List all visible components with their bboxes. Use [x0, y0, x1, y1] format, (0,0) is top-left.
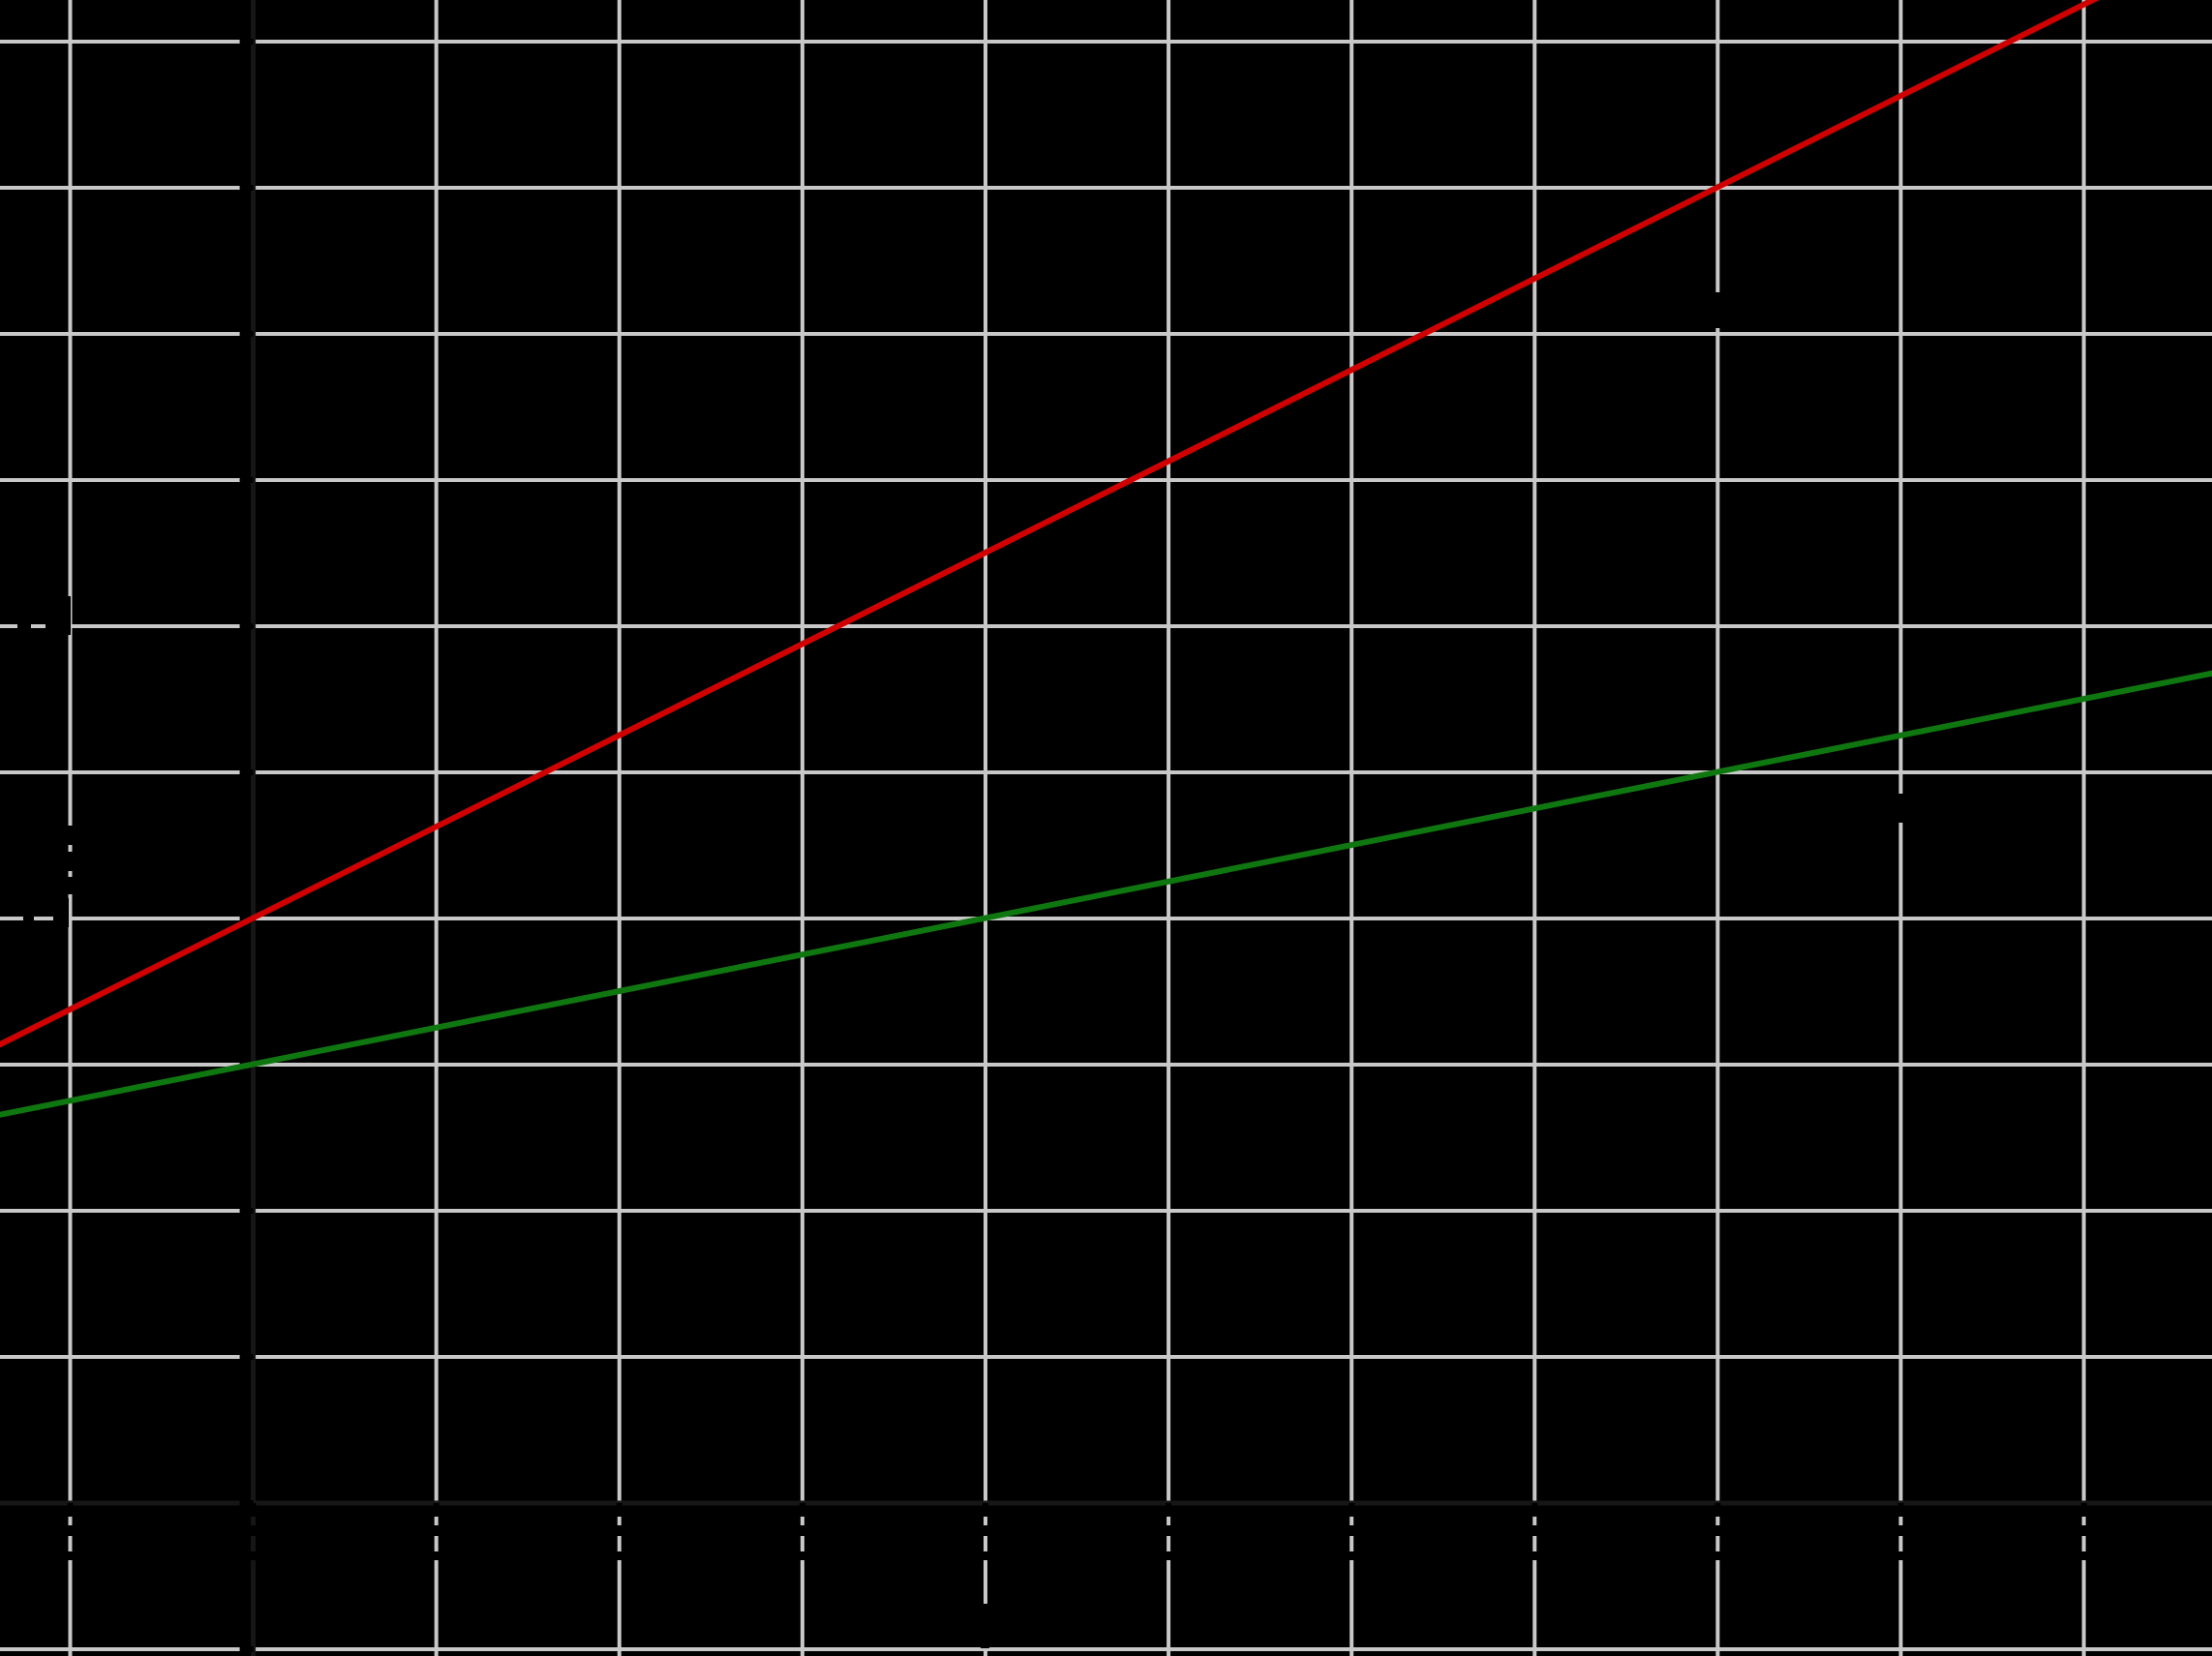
x-tick-label-remnant — [249, 1551, 258, 1560]
x-tick-label-remnant — [1896, 1525, 1905, 1536]
x-tick-label-remnant — [66, 1551, 75, 1560]
x-tick-label-remnant — [798, 1525, 806, 1536]
x-tick-label-remnant — [2079, 1525, 2088, 1536]
x-tick-label-remnant — [1713, 1525, 1722, 1536]
x-tick-label-remnant — [1896, 1551, 1905, 1560]
x-tick-label-remnant — [615, 1551, 623, 1560]
x-tick-label-remnant — [982, 1551, 989, 1560]
label-remnant — [66, 826, 75, 845]
x-tick-label-remnant — [432, 1525, 440, 1536]
x-tick-label-remnant — [1713, 1551, 1722, 1560]
label-remnant — [66, 877, 75, 894]
label-remnant — [1712, 292, 1722, 328]
x-tick-label-remnant — [249, 1525, 258, 1536]
x-tick-label-remnant — [1348, 1525, 1356, 1536]
label-remnant — [17, 622, 31, 631]
x-tick-label-remnant — [798, 1551, 806, 1560]
green-line — [0, 670, 2212, 1118]
x-tick-label-remnant — [1530, 1525, 1539, 1536]
label-remnant — [23, 914, 34, 922]
x-tick-label-remnant — [1165, 1551, 1173, 1560]
x-tick-label-remnant — [66, 1525, 75, 1536]
label-remnant — [981, 1604, 989, 1648]
label-remnant — [1897, 794, 1906, 823]
x-tick-label-remnant — [982, 1525, 989, 1536]
x-tick-label-remnant — [1530, 1551, 1539, 1560]
x-tick-label-remnant — [1348, 1551, 1356, 1560]
red-line — [0, 0, 2100, 1048]
label-remnant — [53, 898, 69, 927]
label-remnant — [66, 852, 75, 871]
x-tick-label-remnant — [1165, 1525, 1173, 1536]
x-tick-label-remnant — [615, 1525, 623, 1536]
label-remnant — [45, 596, 71, 635]
x-tick-label-remnant — [432, 1551, 440, 1560]
x-tick-label-remnant — [2079, 1551, 2088, 1560]
